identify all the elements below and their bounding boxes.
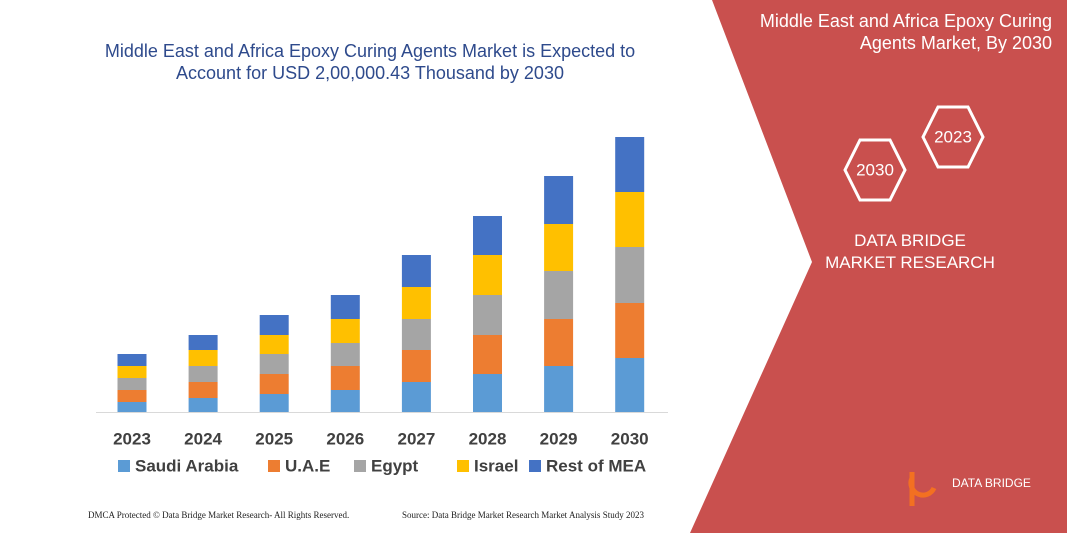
bar-segment	[473, 335, 502, 374]
x-tick-label: 2028	[469, 429, 507, 448]
bar-segment	[330, 295, 360, 319]
bar-segment	[259, 315, 289, 335]
legend-swatch	[457, 460, 469, 472]
chart-title: Middle East and Africa Epoxy Curing Agen…	[104, 41, 636, 83]
bar-segment	[615, 358, 645, 412]
bar-segment	[401, 350, 431, 382]
hexagon-label: 2023	[934, 127, 972, 146]
panel-title: Middle East and Africa Epoxy Curing Agen…	[759, 11, 1052, 53]
x-tick-label: 2024	[184, 429, 222, 448]
bar-segment	[401, 319, 431, 350]
bar-segment	[544, 224, 574, 271]
x-tick-label: 2027	[397, 429, 435, 448]
bar-segment	[117, 354, 147, 366]
bar-segment	[117, 378, 147, 390]
legend-swatch	[268, 460, 280, 472]
x-tick-label: 2023	[113, 429, 151, 448]
bar-segment	[117, 390, 147, 402]
bar-segment	[401, 255, 431, 287]
brand: DATA BRIDGE MARKET RESEARCH	[825, 231, 995, 272]
bar-segment	[259, 394, 289, 412]
legend-label: Egypt	[371, 456, 419, 475]
bar-segment	[473, 255, 502, 295]
legend-label: Rest of MEA	[546, 456, 646, 475]
bar-segment	[544, 271, 574, 319]
bar-segment	[401, 382, 431, 412]
bar-segment	[615, 303, 645, 358]
bar-segment	[117, 366, 147, 378]
hexagon-label: 2030	[856, 160, 894, 179]
legend-swatch	[529, 460, 541, 472]
bar-segment	[473, 295, 502, 335]
bar-segment	[615, 192, 645, 247]
legend-swatch	[354, 460, 366, 472]
bar-segment	[330, 366, 360, 390]
bar-segment	[188, 335, 218, 350]
bar-segment	[615, 137, 645, 192]
bar-segment	[188, 366, 218, 382]
logo-text: DATA BRIDGE	[952, 476, 1031, 490]
x-tick-label: 2025	[255, 429, 293, 448]
x-tick-label: 2030	[611, 429, 649, 448]
bar-segment	[259, 374, 289, 394]
bar-segment	[473, 374, 502, 412]
bar-segment	[615, 247, 645, 303]
legend-label: U.A.E	[285, 456, 330, 475]
side-panel	[690, 0, 1067, 533]
hexagon	[921, 105, 985, 169]
logo-icon	[908, 472, 937, 506]
bar-segment	[544, 176, 574, 224]
bar-segment	[330, 319, 360, 343]
bar-segment	[401, 287, 431, 319]
hexagon	[843, 138, 907, 202]
bar-segment	[473, 216, 502, 255]
x-tick-label: 2029	[540, 429, 578, 448]
legend-label: Saudi Arabia	[135, 456, 239, 475]
legend-swatch	[118, 460, 130, 472]
bar-segment	[259, 335, 289, 354]
bar-segment	[330, 390, 360, 412]
bar-segment	[188, 382, 218, 398]
bar-segment	[188, 350, 218, 366]
legend-label: Israel	[474, 456, 518, 475]
bar-segment	[544, 319, 574, 366]
x-tick-label: 2026	[326, 429, 364, 448]
footer-left: DMCA Protected © Data Bridge Market Rese…	[88, 510, 350, 520]
bar-segment	[544, 366, 574, 412]
bar-segment	[188, 398, 218, 412]
bar-segment	[117, 402, 147, 412]
bar-segment	[259, 354, 289, 374]
bar-segment	[330, 343, 360, 366]
footer-right: Source: Data Bridge Market Research Mark…	[402, 510, 644, 520]
